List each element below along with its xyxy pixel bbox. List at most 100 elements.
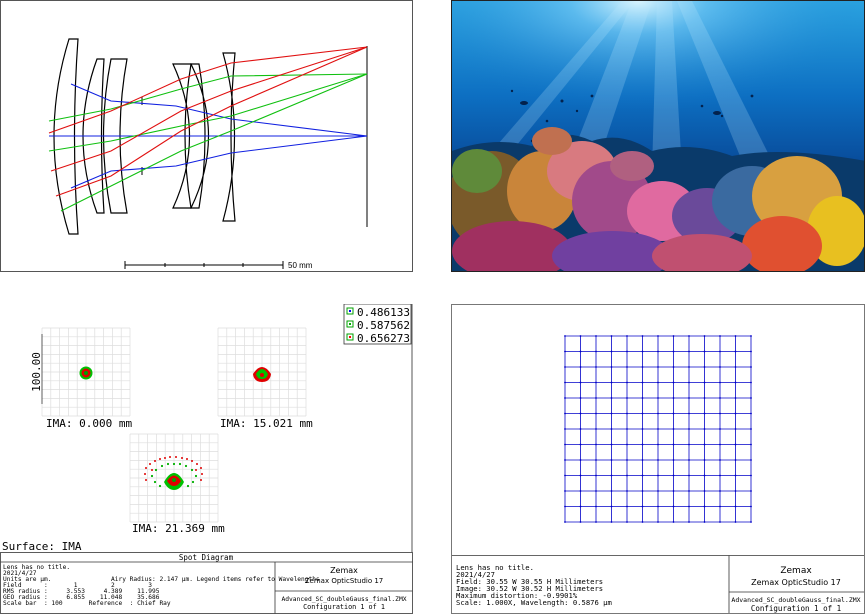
distortion-grid-point (579, 505, 582, 508)
wavelength-legend: 0.486133 0.587562 0.656273 (343, 304, 412, 345)
legend-label-3: 0.656273 (357, 332, 410, 345)
rays-field-2 (48, 73, 368, 212)
distortion-grid-point (703, 381, 706, 384)
distortion-grid-point (734, 428, 737, 430)
distortion-grid-point (595, 428, 597, 430)
distortion-grid-point (595, 412, 597, 415)
distortion-grid-point (688, 381, 690, 384)
spot-info-line-2: 2021/4/27 (3, 570, 37, 577)
distortion-grid-point (734, 366, 737, 368)
spot-field-1 (79, 366, 93, 380)
distortion-grid-point (672, 366, 675, 368)
grid-info-box: Lens has no title. 2021/4/27 Field: 30.5… (452, 555, 864, 613)
spot-diagram-panel: 0.486133 0.587562 0.656273 100.00 (0, 304, 413, 614)
distortion-grid-point (657, 412, 659, 415)
grid-info-line-1: Lens has no title. (456, 563, 534, 572)
spot-title: Spot Diagram (179, 553, 234, 562)
distortion-grid-point (626, 397, 628, 399)
distortion-grid-point (672, 490, 675, 492)
distortion-grid-point (719, 412, 721, 415)
distortion-grid-point (688, 397, 690, 399)
distortion-grid-point (688, 412, 690, 415)
lens-layout-panel: 50 mm (0, 0, 413, 272)
grid-info-line-2: 2021/4/27 (456, 570, 495, 579)
distortion-grid-point (641, 412, 644, 415)
distortion-grid-point (579, 459, 582, 461)
distortion-grid-point (595, 366, 597, 368)
distortion-grid-point (564, 366, 566, 368)
distortion-grid-point (579, 521, 582, 523)
grid-product: Zemax OpticStudio 17 (751, 578, 841, 587)
distortion-grid-point (641, 366, 644, 368)
distortion-grid-point (595, 474, 597, 477)
distortion-grid-point (595, 490, 597, 492)
spot-info-box: Spot Diagram Lens has no title. 2021/4/2… (0, 552, 413, 614)
distortion-grid-point (672, 335, 675, 337)
distortion-grid-point (610, 366, 613, 368)
distortion-grid-point (750, 490, 752, 492)
distortion-grid-point (750, 443, 752, 446)
distortion-grid-point (626, 366, 628, 368)
distortion-grid-point (672, 521, 675, 523)
lens-layout-drawing: 50 mm (48, 38, 368, 270)
distortion-grid-point (595, 397, 597, 399)
distortion-grid-point (672, 428, 675, 430)
grid-info-line-4: Image: 30.52 W 30.52 H Millimeters (456, 584, 603, 593)
distortion-grid-point (719, 490, 721, 492)
distortion-grid-point (610, 474, 613, 477)
light-rays (492, 1, 772, 181)
spot-field-3 (144, 456, 203, 490)
distortion-grid-point (657, 459, 659, 461)
legend-label-1: 0.486133 (357, 306, 410, 319)
distortion-grid-point (719, 505, 721, 508)
surface-label: Surface: IMA (2, 540, 82, 553)
distortion-grid-point (672, 474, 675, 477)
distortion-grid-point (672, 505, 675, 508)
grid-info-line-3: Field: 30.55 W 30.55 H Millimeters (456, 577, 603, 586)
distortion-grid-point (688, 474, 690, 477)
lens-element-1 (53, 38, 79, 235)
distortion-grid-point (750, 412, 752, 415)
spot-config: Configuration 1 of 1 (303, 603, 385, 611)
distortion-grid-point (734, 350, 737, 353)
distortion-grid-point (579, 335, 582, 337)
distortion-grid-point (688, 443, 690, 446)
distortion-grid-point (750, 459, 752, 461)
distortion-grid-point (719, 397, 721, 399)
distortion-grid-point (641, 521, 644, 523)
scale-axis-label: 100.00 (30, 352, 43, 392)
spot-info-line-5: RMS radius : 3.553 4.389 11.995 (3, 588, 160, 595)
grid-info-line-5: Maximum distortion: -0.9901% (456, 591, 578, 600)
distortion-grid-point (641, 505, 644, 508)
distortion-grid-point (703, 505, 706, 508)
spot-info-line-1: Lens has no title. (3, 564, 70, 571)
grid-info-line-6: Scale: 1.000X, Wavelength: 0.5876 µm (456, 598, 612, 607)
distortion-grid-point (703, 412, 706, 415)
coral-reef-illustration (452, 1, 864, 271)
distortion-grid-point (564, 490, 566, 492)
spot-info-line-3: Units are µm. Airy Radius: 2.147 µm. Leg… (3, 576, 320, 583)
distortion-grid-point (672, 381, 675, 384)
distortion-grid-point (564, 335, 566, 337)
distortion-grid-point (626, 490, 628, 492)
distortion-grid-point (657, 490, 659, 492)
distortion-grid-point (595, 505, 597, 508)
distortion-grid-point (703, 350, 706, 353)
distortion-grid-point (610, 335, 613, 337)
distortion-grid-point (626, 350, 628, 353)
distortion-grid-point (564, 412, 566, 415)
distortion-grid-point (703, 490, 706, 492)
distortion-grid-point (564, 350, 566, 353)
distortion-grid-point (579, 443, 582, 446)
grid-file: Advanced_SC_doubleGauss_final.ZMX (731, 596, 860, 604)
distortion-grid-point (641, 474, 644, 477)
distortion-grid-point (703, 521, 706, 523)
distortion-grid-point (595, 443, 597, 446)
distortion-grid-point (657, 350, 659, 353)
distortion-grid-point (595, 521, 597, 523)
distortion-grid-point (688, 350, 690, 353)
distortion-grid-point (750, 428, 752, 430)
distortion-grid-point (595, 335, 597, 337)
distortion-grid-point (672, 412, 675, 415)
distortion-grid-point (657, 505, 659, 508)
